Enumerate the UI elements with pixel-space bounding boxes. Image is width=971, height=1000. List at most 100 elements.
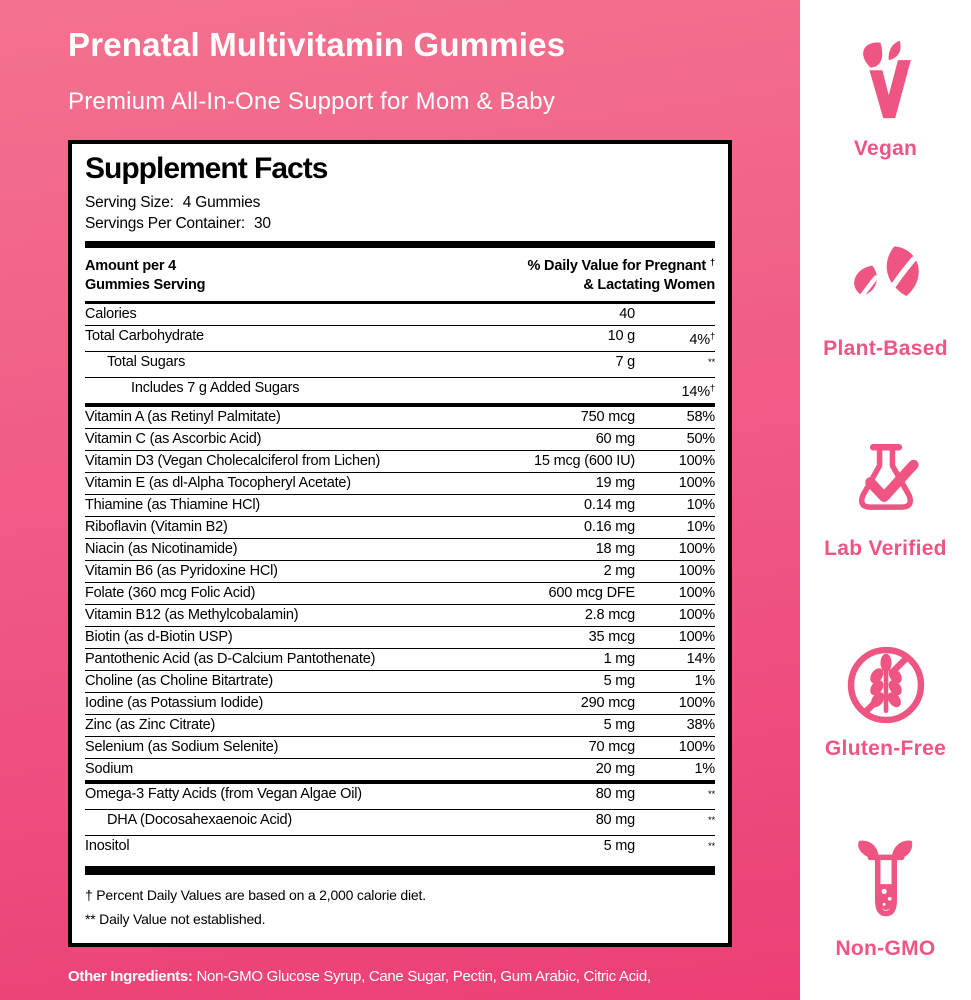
nutrient-daily-value: 1% xyxy=(694,673,715,689)
nutrient-daily-value: ** xyxy=(708,841,715,852)
facts-row: Thiamine (as Thiamine HCl) 0.14 mg 10% xyxy=(85,494,715,516)
nutrient-amount: 60 mg xyxy=(595,431,636,447)
nutrient-name: Pantothenic Acid (as D-Calcium Pantothen… xyxy=(85,651,376,667)
nutrient-name: Inositol xyxy=(85,838,130,854)
nutrient-name: DHA (Docosahexaenoic Acid) xyxy=(107,812,293,828)
nutrient-name: Total Sugars xyxy=(107,354,186,370)
facts-row: Inositol 5 mg ** xyxy=(85,835,715,861)
facts-row: Zinc (as Zinc Citrate) 5 mg 38% xyxy=(85,714,715,736)
nutrient-daily-value: 100% xyxy=(678,585,715,601)
nutrient-amount: 600 mcg DFE xyxy=(548,585,636,601)
plant-leaves-icon xyxy=(853,246,919,303)
facts-row: Choline (as Choline Bitartrate) 5 mg 1% xyxy=(85,670,715,692)
nutrient-daily-value: ** xyxy=(708,815,715,826)
facts-row: Total Carbohydrate 10 g 4%† xyxy=(85,325,715,351)
nutrient-amount: 10 g xyxy=(607,328,636,344)
nutrient-amount: 18 mg xyxy=(595,541,636,557)
nutrient-daily-value: 1% xyxy=(694,761,715,777)
nutrient-name: Vitamin D3 (Vegan Cholecalciferol from L… xyxy=(85,453,381,469)
nutrient-amount: 0.16 mg xyxy=(584,519,635,535)
facts-row: Vitamin E (as dl-Alpha Tocopheryl Acetat… xyxy=(85,472,715,494)
nutrient-name: Choline (as Choline Bitartrate) xyxy=(85,673,274,689)
badge-label: Non-GMO xyxy=(835,937,936,960)
facts-row: Total Sugars 7 g ** xyxy=(85,351,715,377)
nutrient-daily-value: 100% xyxy=(678,541,715,557)
facts-row: Pantothenic Acid (as D-Calcium Pantothen… xyxy=(85,648,715,670)
divider-thick-bottom xyxy=(85,866,715,875)
facts-row: Selenium (as Sodium Selenite) 70 mcg 100% xyxy=(85,736,715,758)
serving-size-label: Serving Size: xyxy=(85,194,174,211)
badge-plant-based: Plant-Based xyxy=(800,200,971,400)
dagger-symbol: † xyxy=(709,257,715,268)
badge-non-gmo: Non-GMO xyxy=(800,800,971,1000)
badge-vegan: Vegan xyxy=(800,0,971,200)
nutrient-amount: 290 mcg xyxy=(580,695,635,711)
vegan-v-leaf-icon xyxy=(862,40,911,119)
facts-row: Includes 7 g Added Sugars 14%† xyxy=(85,377,715,403)
nutrient-amount: 0.14 mg xyxy=(584,497,635,513)
nutrient-name: Vitamin E (as dl-Alpha Tocopheryl Acetat… xyxy=(85,475,351,491)
nutrient-amount: 5 mg xyxy=(603,838,636,854)
badge-gluten-free: Gluten-Free xyxy=(800,600,971,800)
nutrient-name: Thiamine (as Thiamine HCl) xyxy=(85,497,261,513)
facts-row: Riboflavin (Vitamin B2) 0.16 mg 10% xyxy=(85,516,715,538)
servings-per-container-label: Servings Per Container: xyxy=(85,215,245,232)
serving-size-row: Serving Size: 4 Gummies xyxy=(85,192,715,213)
nutrient-name: Selenium (as Sodium Selenite) xyxy=(85,739,279,755)
nutrient-amount: 20 mg xyxy=(595,761,636,777)
facts-row: Vitamin A (as Retinyl Palmitate) 750 mcg 5… xyxy=(85,403,715,428)
facts-row: Biotin (as d-Biotin USP) 35 mcg 100% xyxy=(85,626,715,648)
nutrient-daily-value: 100% xyxy=(678,475,715,491)
footnotes: † Percent Daily Values are based on a 2,… xyxy=(85,875,715,931)
nutrient-name: Zinc (as Zinc Citrate) xyxy=(85,717,216,733)
facts-row: DHA (Docosahexaenoic Acid) 80 mg ** xyxy=(85,809,715,835)
amount-column-header: Amount per 4 Gummies Serving xyxy=(85,258,206,293)
facts-row: Vitamin B12 (as Methylcobalamin) 2.8 mcg 1… xyxy=(85,604,715,626)
nutrient-daily-value: 14% xyxy=(686,651,716,667)
nutrient-name: Iodine (as Potassium Iodide) xyxy=(85,695,264,711)
nutrient-daily-value xyxy=(635,304,715,325)
nutrient-name: Calories xyxy=(85,306,137,322)
facts-row: Iodine (as Potassium Iodide) 290 mcg 100% xyxy=(85,692,715,714)
badge-lab-verified: Lab Verified xyxy=(800,400,971,600)
nutrient-amount xyxy=(485,378,635,403)
nutrient-amount: 15 mcg (600 IU) xyxy=(534,453,635,469)
nutrient-amount: 19 mg xyxy=(595,475,636,491)
nutrient-amount: 7 g xyxy=(615,354,635,370)
badge-label: Vegan xyxy=(853,137,918,160)
supplement-facts-panel: Supplement Facts Serving Size: 4 Gummies … xyxy=(68,140,732,947)
daily-value-column-header: % Daily Value for Pregnant † & Lactating… xyxy=(527,257,716,293)
nutrient-amount: 80 mg xyxy=(595,812,636,828)
facts-row: Omega-3 Fatty Acids (from Vegan Algae Oi… xyxy=(85,780,715,809)
facts-row: Folate (360 mcg Folic Acid) 600 mcg DFE 10… xyxy=(85,582,715,604)
nutrient-name: Total Carbohydrate xyxy=(85,328,204,344)
nutrient-amount: 2 mg xyxy=(603,563,636,579)
nutrient-name: Includes 7 g Added Sugars xyxy=(131,380,300,396)
nutrient-daily-value: 10% xyxy=(686,497,716,513)
product-subtitle: Premium All-In-One Support for Mom & Bab… xyxy=(68,88,556,115)
facts-row: Vitamin B6 (as Pyridoxine HCl) 2 mg 100% xyxy=(85,560,715,582)
nutrient-daily-value: 10% xyxy=(686,519,716,535)
nutrient-daily-value: 50% xyxy=(686,431,716,447)
facts-row: Niacin (as Nicotinamide) 18 mg 100% xyxy=(85,538,715,560)
nutrient-daily-value: 100% xyxy=(678,695,715,711)
facts-row: Vitamin D3 (Vegan Cholecalciferol from L… xyxy=(85,450,715,472)
other-ingredients-label: Other Ingredients: xyxy=(68,968,193,985)
nutrient-daily-value: 14%† xyxy=(681,383,715,400)
facts-row: Vitamin C (as Ascorbic Acid) 60 mg 50% xyxy=(85,428,715,450)
footnote-line: ** Daily Value not established. xyxy=(85,911,266,927)
nutrient-daily-value: 100% xyxy=(678,563,715,579)
badge-label: Lab Verified xyxy=(824,537,947,560)
facts-rows: Calories 40 Total Carbohydrate 10 g 4%† Total… xyxy=(85,304,715,861)
facts-header-row: Amount per 4 Gummies Serving % Daily Val… xyxy=(85,248,715,304)
nutrient-name: Vitamin B6 (as Pyridoxine HCl) xyxy=(85,563,278,579)
nutrient-name: Vitamin A (as Retinyl Palmitate) xyxy=(85,409,281,425)
nutrient-amount: 40 xyxy=(619,306,635,322)
footnote-line: † Percent Daily Values are based on a 2,… xyxy=(85,887,426,903)
nutrient-daily-value: 58% xyxy=(686,409,716,425)
crossed-wheat-icon xyxy=(847,646,924,724)
nutrient-name: Sodium xyxy=(85,761,133,777)
facts-row: Calories 40 xyxy=(85,304,715,325)
serving-size-value: 4 Gummies xyxy=(182,194,261,211)
test-tube-leaf-icon xyxy=(857,840,912,917)
